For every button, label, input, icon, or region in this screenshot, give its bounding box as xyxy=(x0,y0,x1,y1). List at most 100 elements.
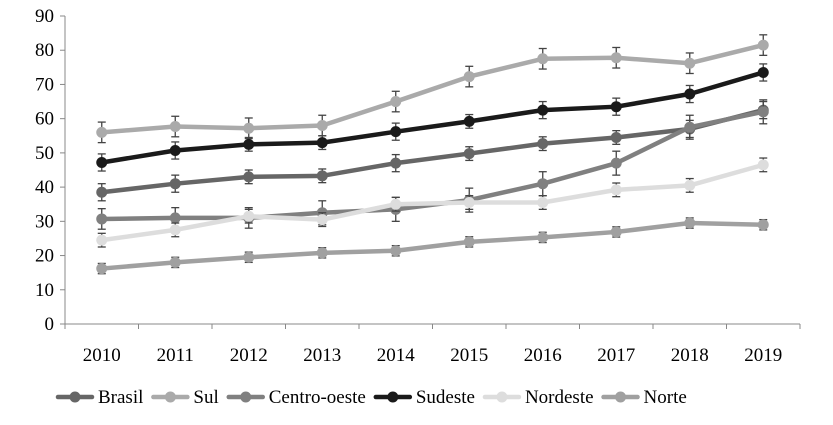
x-tick-label: 2018 xyxy=(671,345,709,366)
y-tick-label: 80 xyxy=(35,40,54,61)
legend-item-sudeste: Sudeste xyxy=(373,387,475,408)
data-point xyxy=(169,144,181,156)
data-point xyxy=(463,197,475,209)
data-point xyxy=(684,88,696,100)
x-tick-label: 2016 xyxy=(524,345,562,366)
legend-swatch-marker xyxy=(496,391,508,403)
y-tick-label: 70 xyxy=(35,74,54,95)
legend-label: Norte xyxy=(644,387,687,408)
x-axis-tick-labels: 2010 2011 2012 2013 2014 2015 2016 2017 2018 2019 xyxy=(83,345,783,366)
data-point xyxy=(96,263,108,275)
series-line xyxy=(99,42,766,135)
x-tick-label: 2013 xyxy=(303,345,341,366)
legend-label: Sul xyxy=(193,387,218,408)
data-point xyxy=(243,122,255,134)
data-point xyxy=(463,71,475,83)
data-point xyxy=(390,96,402,108)
data-point xyxy=(684,121,696,133)
series-line xyxy=(99,162,766,243)
legend-label: Sudeste xyxy=(416,387,475,408)
legend-label: Centro-oeste xyxy=(269,387,366,408)
data-point xyxy=(169,121,181,133)
data-point xyxy=(537,178,549,190)
data-point xyxy=(757,159,769,171)
y-tick-label: 20 xyxy=(35,246,54,267)
data-point xyxy=(537,231,549,243)
data-point xyxy=(390,126,402,138)
data-point xyxy=(390,245,402,257)
x-tick-label: 2010 xyxy=(83,345,121,366)
data-point xyxy=(243,251,255,263)
data-point xyxy=(96,156,108,168)
data-point xyxy=(316,247,328,259)
x-tick-label: 2014 xyxy=(377,345,416,366)
data-point xyxy=(243,138,255,150)
x-tick-label: 2012 xyxy=(230,345,268,366)
data-point xyxy=(169,224,181,236)
data-point xyxy=(463,236,475,248)
series-line xyxy=(99,107,766,195)
data-point xyxy=(537,138,549,150)
data-point xyxy=(316,120,328,132)
x-tick-label: 2017 xyxy=(597,345,635,366)
data-point xyxy=(390,198,402,210)
data-point xyxy=(537,53,549,65)
data-point xyxy=(316,214,328,226)
data-point xyxy=(463,115,475,127)
data-point xyxy=(610,101,622,113)
data-point xyxy=(169,178,181,190)
data-point xyxy=(610,52,622,64)
series-layer xyxy=(96,34,769,275)
y-tick-label: 40 xyxy=(35,177,54,198)
data-point xyxy=(610,184,622,196)
legend-swatch-marker xyxy=(615,391,627,403)
data-point xyxy=(757,66,769,78)
series-sudeste xyxy=(96,63,769,172)
data-point xyxy=(610,131,622,143)
y-tick-label: 90 xyxy=(35,6,54,27)
y-tick-label: 60 xyxy=(35,109,54,130)
legend-item-sul: Sul xyxy=(151,387,219,408)
legend-swatch-marker xyxy=(387,391,399,403)
data-point xyxy=(610,226,622,238)
y-axis-tick-labels: 0 10 20 30 40 50 60 70 80 90 xyxy=(35,6,54,335)
data-point xyxy=(316,137,328,149)
legend-item-centro-oeste: Centro-oeste xyxy=(226,387,366,408)
data-point xyxy=(757,106,769,118)
x-tick-label: 2019 xyxy=(744,345,782,366)
series-line xyxy=(99,70,766,165)
legend: Brasil Sul Centro-oeste Sudeste Nordeste Nort… xyxy=(55,387,687,408)
data-point xyxy=(610,157,622,169)
series-centro-oeste xyxy=(96,99,769,230)
data-point xyxy=(96,186,108,198)
data-point xyxy=(96,234,108,246)
data-point xyxy=(96,213,108,225)
x-tick-label: 2015 xyxy=(450,345,488,366)
data-point xyxy=(757,219,769,231)
chart-axes xyxy=(60,15,801,329)
legend-swatch-marker xyxy=(164,391,176,403)
legend-item-brasil: Brasil xyxy=(55,387,143,408)
data-point xyxy=(96,126,108,138)
data-point xyxy=(316,170,328,182)
y-tick-label: 30 xyxy=(35,211,54,232)
data-point xyxy=(684,217,696,229)
legend-item-nordeste: Nordeste xyxy=(482,387,594,408)
data-point xyxy=(537,197,549,209)
legend-swatch-marker xyxy=(69,391,81,403)
data-point xyxy=(757,39,769,51)
data-point xyxy=(243,210,255,222)
data-point xyxy=(390,157,402,169)
legend-item-norte: Norte xyxy=(601,387,687,408)
data-point xyxy=(463,148,475,160)
legend-swatch-marker xyxy=(240,391,252,403)
data-point xyxy=(243,171,255,183)
legend-label: Brasil xyxy=(98,387,143,408)
y-tick-label: 0 xyxy=(45,314,55,335)
data-point xyxy=(169,212,181,224)
legend-label: Nordeste xyxy=(525,387,594,408)
y-tick-label: 10 xyxy=(35,280,54,301)
series-line xyxy=(99,220,766,271)
series-nordeste xyxy=(96,157,769,248)
